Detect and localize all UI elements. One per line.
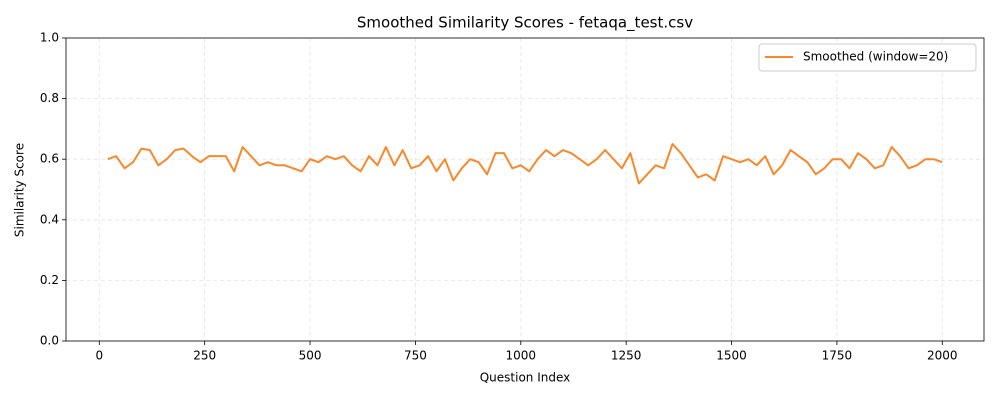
- data-line: [107, 143, 943, 185]
- x-tick-label: 2000: [927, 349, 958, 363]
- x-tick-label: 1000: [506, 349, 537, 363]
- y-axis-label: Similarity Score: [13, 143, 27, 237]
- chart-title: Smoothed Similarity Scores - fetaqa_test…: [357, 14, 693, 33]
- x-tick-label: 750: [404, 349, 427, 363]
- x-tick-label: 1500: [716, 349, 747, 363]
- y-tick-label: 0.0: [40, 334, 59, 348]
- legend-box: [758, 43, 977, 72]
- plot-frame: [65, 37, 985, 342]
- x-tick-label: 1750: [822, 349, 853, 363]
- y-tick-label: 0.4: [40, 212, 59, 226]
- y-tick-label: 1.0: [40, 31, 59, 45]
- x-tick-label: 0: [95, 349, 103, 363]
- y-tick-label: 0.2: [40, 273, 59, 287]
- legend-label: Smoothed (window=20): [803, 50, 948, 64]
- x-tick-label: 1250: [611, 349, 642, 363]
- y-tick-label: 0.6: [40, 152, 59, 166]
- x-tick-label: 250: [193, 349, 216, 363]
- x-axis-label: Question Index: [480, 371, 571, 385]
- x-tick-label: 500: [299, 349, 322, 363]
- y-tick-label: 0.8: [40, 91, 59, 105]
